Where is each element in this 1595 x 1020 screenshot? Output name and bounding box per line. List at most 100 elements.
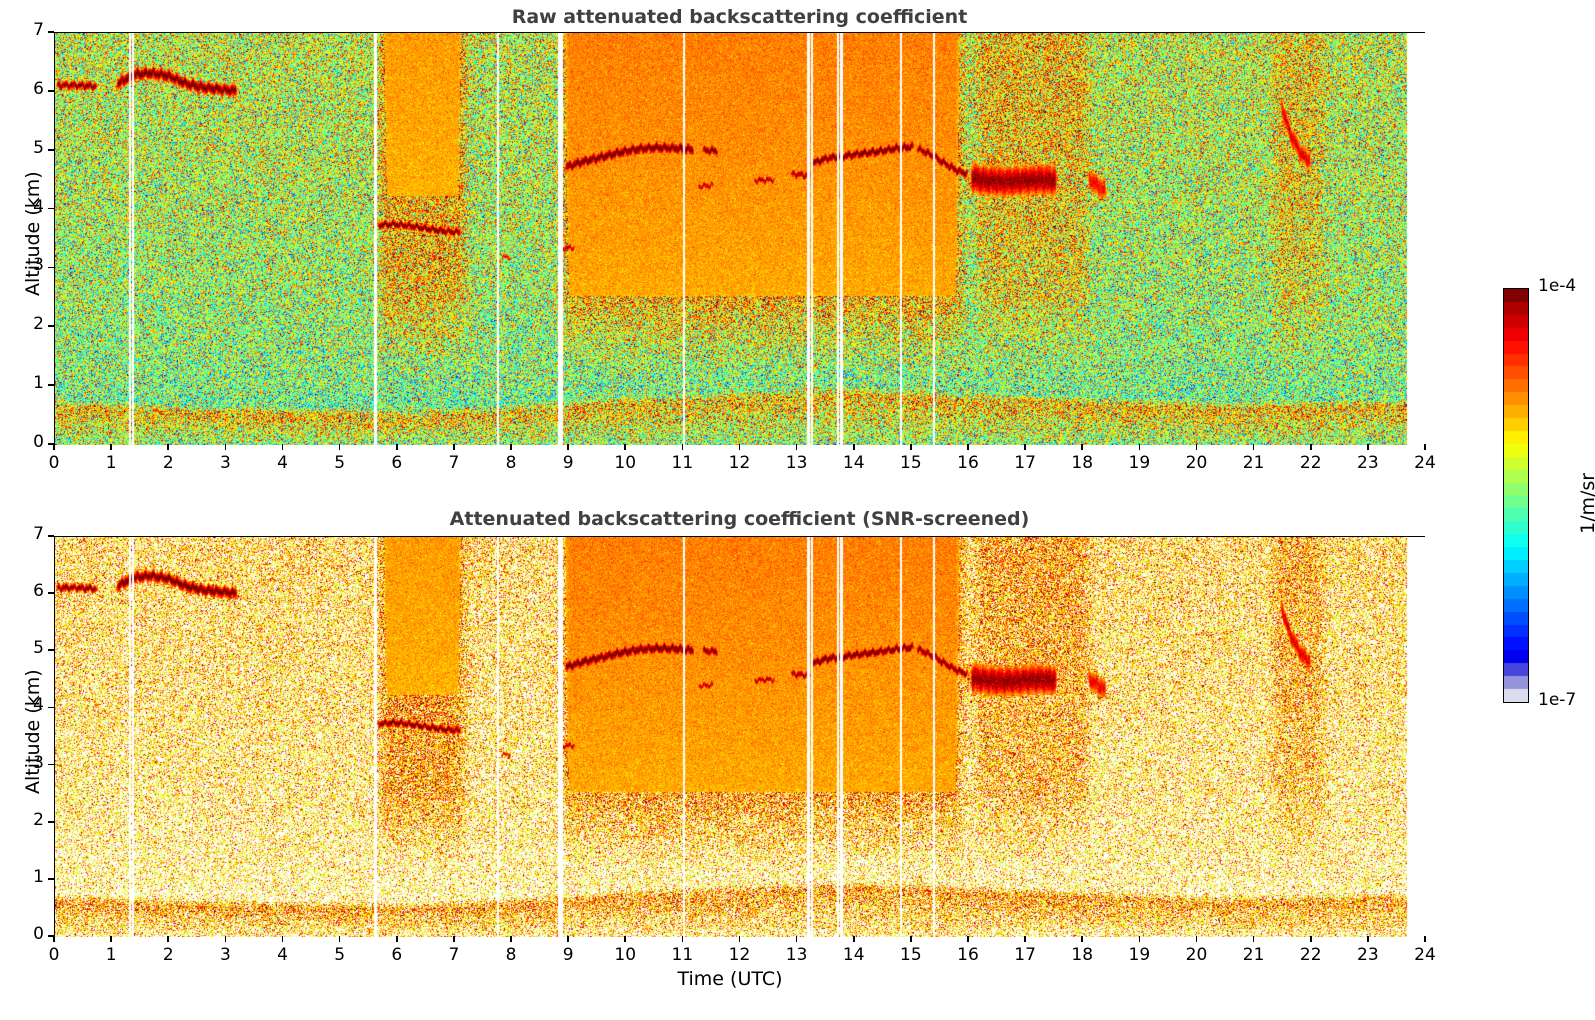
y-tick-label: 2: [33, 314, 44, 335]
x-tick-label: 23: [1357, 453, 1379, 473]
x-tick-label: 18: [1071, 945, 1094, 965]
y-tick-label: 7: [33, 524, 44, 544]
x-tick-label: 14: [842, 453, 865, 473]
y-tick-mark: [48, 266, 54, 269]
y-tick-mark: [48, 90, 54, 92]
x-tick-mark: [1367, 444, 1369, 450]
y-tick-mark: [48, 535, 54, 537]
x-tick-label: 15: [900, 453, 922, 473]
x-tick-mark: [453, 936, 455, 942]
x-tick-label: 11: [671, 453, 694, 473]
x-tick-label: 15: [900, 945, 922, 965]
y-tick-mark: [48, 935, 54, 937]
x-tick-mark: [510, 444, 512, 450]
y-tick-label: 4: [33, 695, 44, 716]
y-tick-label: 7: [33, 20, 44, 40]
x-tick-label: 24: [1414, 453, 1436, 473]
x-tick-label: 8: [505, 945, 517, 965]
x-tick-mark: [224, 444, 227, 450]
x-tick-label: 16: [957, 453, 979, 473]
x-tick-mark: [1252, 936, 1255, 942]
x-axis-label: Time (UTC): [677, 968, 783, 990]
x-tick-mark: [567, 444, 569, 450]
plot-area-screened: [54, 536, 1426, 937]
x-tick-label: 3: [219, 945, 231, 965]
heatmap-canvas-screened: [55, 537, 1426, 937]
x-tick-label: 20: [1185, 453, 1208, 473]
y-tick-label: 1: [33, 866, 44, 887]
x-tick-mark: [53, 936, 55, 942]
x-tick-label: 7: [448, 453, 460, 473]
x-tick-label: 17: [1014, 453, 1036, 473]
y-tick-label: 0: [33, 924, 44, 944]
x-tick-label: 12: [728, 945, 751, 965]
y-tick-label: 5: [33, 638, 44, 659]
x-tick-mark: [738, 444, 741, 450]
x-tick-mark: [1195, 444, 1198, 450]
x-tick-mark: [1309, 936, 1312, 942]
x-tick-mark: [910, 936, 912, 942]
x-tick-mark: [1138, 936, 1141, 942]
x-tick-mark: [453, 444, 455, 450]
x-tick-mark: [281, 444, 284, 450]
y-tick-label: 3: [33, 255, 44, 276]
x-tick-mark: [1424, 936, 1426, 942]
x-tick-label: 8: [505, 453, 517, 473]
x-tick-mark: [167, 444, 170, 450]
x-tick-label: 22: [1299, 453, 1322, 473]
y-tick-mark: [48, 649, 54, 652]
heatmap-canvas-raw: [55, 33, 1426, 445]
colorbar-tick-min: 1e-7: [1538, 690, 1577, 710]
x-tick-label: 21: [1242, 945, 1265, 965]
y-tick-label: 1: [33, 373, 44, 394]
y-axis-label-raw: Altitude (km): [22, 171, 44, 296]
x-tick-label: 9: [562, 453, 574, 473]
x-tick-label: 6: [391, 453, 403, 473]
x-tick-label: 20: [1185, 945, 1208, 965]
x-tick-mark: [567, 936, 569, 942]
x-tick-label: 9: [562, 945, 574, 965]
x-tick-label: 12: [728, 453, 751, 473]
y-tick-mark: [48, 763, 54, 766]
x-tick-label: 16: [957, 945, 979, 965]
plot-area-raw: [54, 32, 1426, 445]
x-tick-mark: [1024, 936, 1026, 942]
x-tick-mark: [1081, 936, 1084, 942]
panel-title-raw: Raw attenuated backscattering coefficien…: [511, 6, 968, 28]
x-tick-mark: [338, 936, 341, 942]
x-tick-label: 13: [785, 945, 808, 965]
x-tick-mark: [224, 936, 227, 942]
y-tick-mark: [48, 706, 54, 709]
x-tick-label: 4: [277, 453, 288, 473]
x-tick-mark: [852, 444, 855, 450]
colorbar-unit-label: 1/m/sr: [1577, 472, 1595, 534]
x-tick-label: 14: [842, 945, 865, 965]
x-tick-label: 23: [1357, 945, 1379, 965]
x-tick-mark: [910, 444, 912, 450]
x-tick-mark: [681, 936, 684, 942]
x-tick-mark: [852, 936, 855, 942]
x-tick-mark: [624, 936, 627, 942]
y-tick-label: 5: [33, 137, 44, 158]
x-tick-mark: [1195, 936, 1198, 942]
y-tick-label: 6: [33, 581, 44, 602]
x-tick-label: 4: [277, 945, 288, 965]
x-tick-mark: [1138, 444, 1141, 450]
x-tick-label: 24: [1414, 945, 1436, 965]
x-tick-label: 5: [334, 453, 346, 473]
x-tick-label: 19: [1128, 945, 1151, 965]
x-tick-mark: [967, 936, 969, 942]
x-tick-mark: [967, 444, 969, 450]
x-tick-label: 13: [785, 453, 808, 473]
x-tick-label: 21: [1242, 453, 1265, 473]
x-tick-label: 0: [48, 453, 60, 473]
x-tick-label: 11: [671, 945, 694, 965]
y-tick-label: 0: [33, 432, 44, 452]
y-tick-label: 3: [33, 752, 44, 773]
x-tick-mark: [795, 444, 798, 450]
x-tick-mark: [1309, 444, 1312, 450]
x-tick-label: 19: [1128, 453, 1151, 473]
y-tick-label: 2: [33, 809, 44, 830]
x-tick-label: 10: [614, 453, 637, 473]
x-tick-label: 0: [48, 945, 60, 965]
